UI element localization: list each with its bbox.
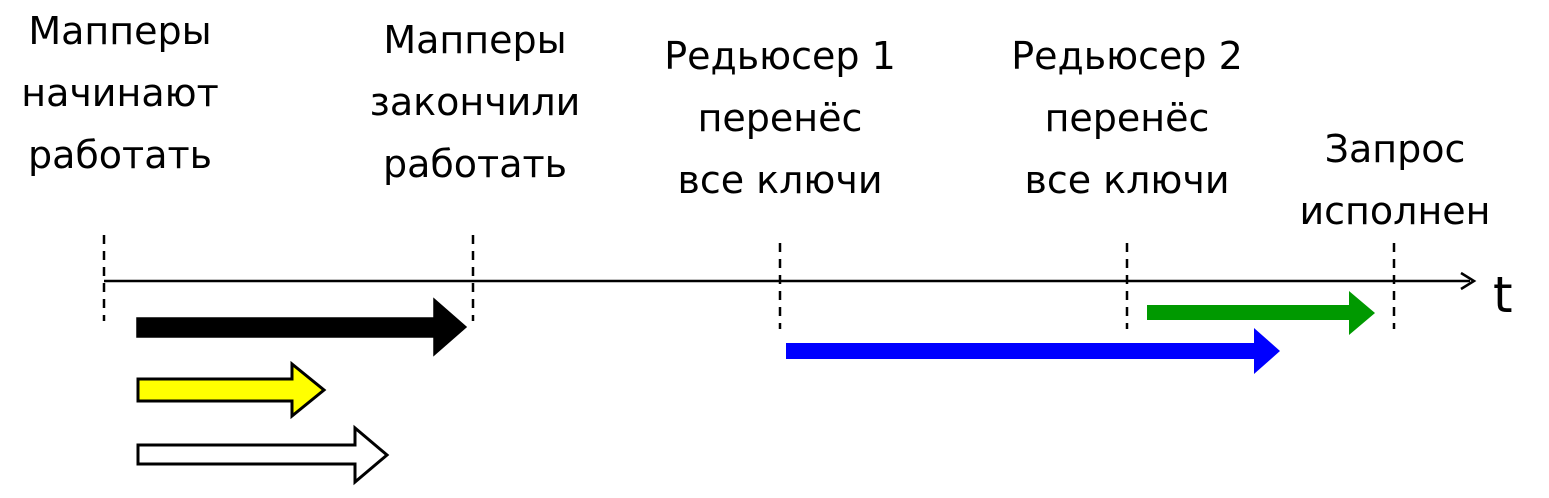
- label-line: перенёс: [1044, 96, 1210, 140]
- label-line: Редьюсер 2: [1011, 34, 1243, 78]
- label-line: перенёс: [697, 96, 863, 140]
- label-query-done: Запрос исполнен: [1285, 118, 1505, 242]
- label-line: Мапперы: [28, 9, 212, 53]
- label-mappers-done: Мапперы закончили работать: [360, 9, 590, 195]
- arrow-reducer1: [786, 328, 1280, 374]
- label-line: работать: [382, 142, 568, 186]
- time-axis-label: t: [1493, 266, 1513, 324]
- label-mappers-start: Мапперы начинают работать: [10, 0, 230, 186]
- label-line: исполнен: [1299, 189, 1491, 233]
- arrow-mapper-yellow: [136, 360, 327, 420]
- label-line: закончили: [369, 80, 581, 124]
- arrow-mapper-white: [136, 424, 390, 486]
- label-line: Мапперы: [383, 18, 567, 62]
- time-axis-arrowhead: [1460, 271, 1477, 291]
- label-reducer2-done: Редьюсер 2 перенёс все ключи: [1002, 25, 1252, 211]
- label-line: Редьюсер 1: [664, 34, 896, 78]
- label-line: Запрос: [1324, 127, 1466, 171]
- arrow-mapper-main: [136, 297, 468, 357]
- label-reducer1-done: Редьюсер 1 перенёс все ключи: [655, 25, 905, 211]
- arrow-reducer2: [1147, 291, 1375, 335]
- label-line: работать: [27, 133, 213, 177]
- label-line: все ключи: [677, 158, 883, 202]
- label-line: начинают: [21, 71, 219, 115]
- label-line: все ключи: [1024, 158, 1230, 202]
